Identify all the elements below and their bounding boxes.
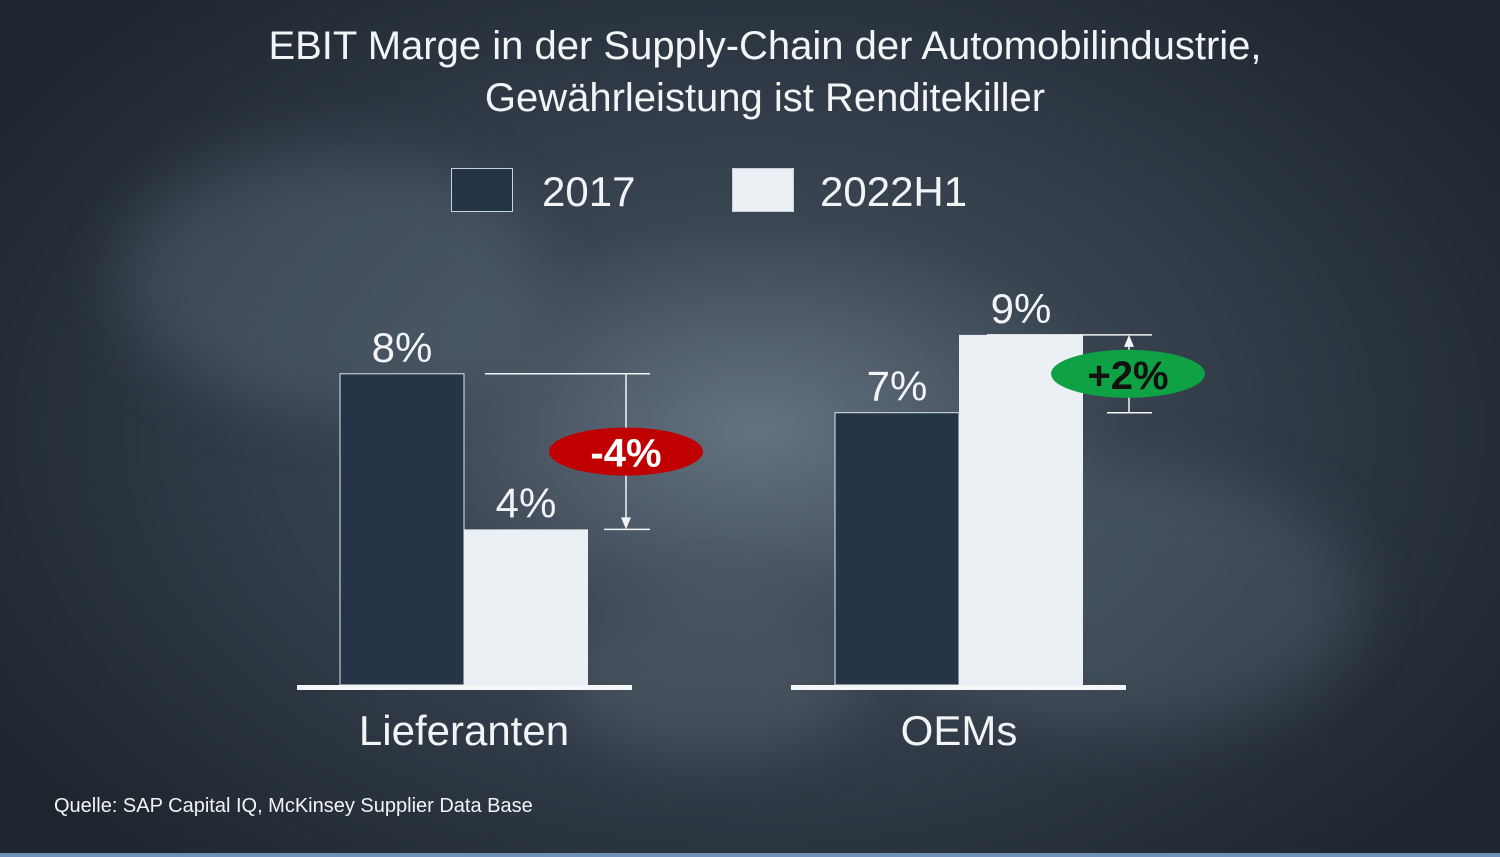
chart-subtitle: Gewährleistung ist Renditekiller: [484, 76, 1046, 120]
source-note: Quelle: SAP Capital IQ, McKinsey Supplie…: [54, 795, 533, 817]
bar-oems-2022h1: [959, 334, 1083, 685]
baseline-axis: [297, 685, 632, 690]
bar-lieferanten-2017: [339, 373, 465, 686]
arrowhead: [1124, 334, 1134, 347]
bottom-border: [0, 853, 1500, 857]
change-badge: [1051, 349, 1205, 398]
data-label: 9%: [991, 285, 1052, 332]
data-label: 8%: [372, 324, 433, 371]
change-label: -4%: [590, 432, 661, 476]
change-label: +2%: [1087, 354, 1168, 398]
bar-oems-2017: [834, 412, 960, 686]
category-label: Lieferanten: [359, 707, 569, 754]
legend-swatch-2022h1: [732, 168, 794, 212]
legend-label-2017: 2017: [542, 168, 636, 215]
baseline-axis: [791, 685, 1126, 690]
legend-swatch-2017: [451, 168, 513, 212]
chart-title: EBIT Marge in der Supply-Chain der Autom…: [268, 24, 1262, 68]
arrowhead: [621, 517, 631, 530]
data-label: 4%: [496, 479, 557, 526]
category-label: OEMs: [901, 707, 1018, 754]
legend-label-2022h1: 2022H1: [820, 168, 968, 215]
bar-lieferanten-2022h1: [464, 529, 588, 685]
change-badge: [549, 427, 703, 476]
data-label: 7%: [867, 363, 928, 410]
